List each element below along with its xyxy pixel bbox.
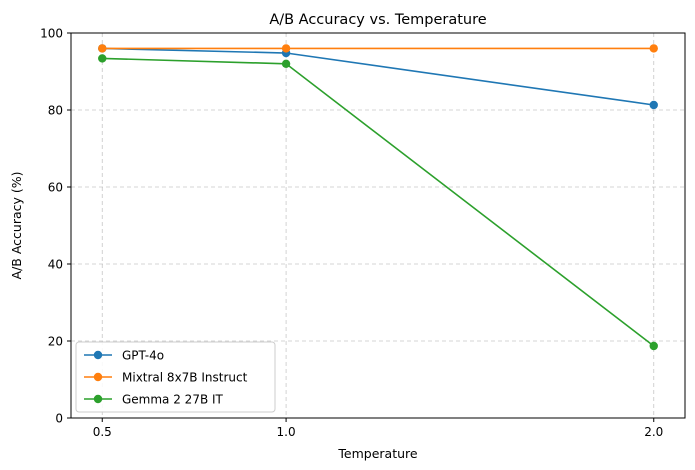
legend-label-gpt-4o: GPT-4o: [122, 349, 164, 363]
legend-label-gemma-2-27b-it: Gemma 2 27B IT: [122, 393, 224, 407]
series-line-gemma-2-27b-it: [102, 57, 655, 347]
axis-ticks: 0.5 1.0 2.0 0 20 40 60 80 100: [40, 27, 663, 440]
data-point-mixtral-8x7b-instruct: [98, 44, 107, 53]
legend-marker-gpt-4o: [93, 350, 103, 360]
y-tick-label: 60: [48, 181, 63, 195]
x-tick-label: 1.0: [277, 425, 296, 439]
x-tick-label: 0.5: [93, 425, 112, 439]
y-tick-label: 20: [48, 335, 63, 349]
y-tick-label: 40: [48, 258, 63, 272]
data-point-mixtral-8x7b-instruct: [281, 44, 291, 53]
series-line-gpt-4o: [102, 47, 654, 106]
x-axis-label: Temperature: [337, 446, 417, 461]
legend-marker-gemma-2-27b-it: [93, 394, 103, 404]
legend-box: [75, 341, 276, 413]
legend-marker-mixtral-8x7b-instruct: [93, 372, 103, 382]
y-tick-label: 100: [40, 27, 63, 41]
y-axis-label: A/B Accuracy (%): [9, 172, 24, 280]
legend: GPT-4o Mixtral 8x7B Instruct Gemma 2 27B I…: [75, 341, 276, 413]
y-tick-label: 80: [48, 104, 63, 118]
data-point-gemma-2-27b-it: [98, 54, 107, 63]
x-tick-label: 2.0: [644, 425, 663, 439]
y-tick-label: 0: [55, 412, 63, 426]
data-point-gpt-4o: [649, 100, 658, 110]
data-point-gemma-2-27b-it: [649, 341, 658, 351]
legend-label-mixtral-8x7b-instruct: Mixtral 8x7B Instruct: [122, 371, 248, 385]
data-point-gemma-2-27b-it: [281, 59, 291, 68]
data-point-mixtral-8x7b-instruct: [649, 44, 658, 53]
series-layer: [98, 44, 658, 351]
plot-frame: [70, 32, 686, 419]
chart-title: A/B Accuracy vs. Temperature: [269, 12, 486, 28]
